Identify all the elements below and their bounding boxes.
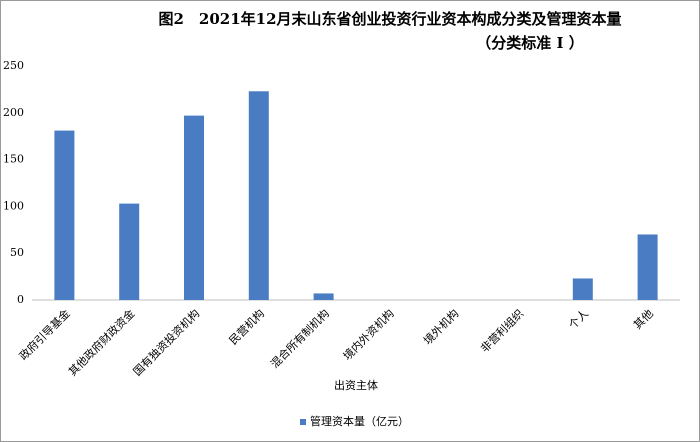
y-tick-label: 250	[3, 59, 24, 72]
chart-title: 图2 2021年12月末山东省创业投资行业资本构成分类及管理资本量	[158, 10, 621, 28]
legend-label: 管理资本量（亿元）	[310, 414, 409, 428]
y-tick-label: 150	[3, 153, 24, 166]
bar	[54, 130, 75, 300]
chart-subtitle: （分类标准 I ）	[476, 34, 583, 52]
bar	[637, 234, 658, 300]
y-tick-label: 200	[3, 106, 24, 119]
y-tick-label: 0	[17, 293, 24, 306]
bar	[572, 278, 593, 300]
bar	[184, 115, 204, 300]
bar	[119, 203, 140, 300]
bar	[248, 91, 269, 300]
bar	[313, 293, 334, 300]
y-tick-label: 50	[10, 246, 24, 259]
legend-swatch	[300, 419, 306, 425]
x-axis-label: 出资主体	[334, 378, 378, 392]
y-tick-label: 100	[3, 199, 24, 212]
